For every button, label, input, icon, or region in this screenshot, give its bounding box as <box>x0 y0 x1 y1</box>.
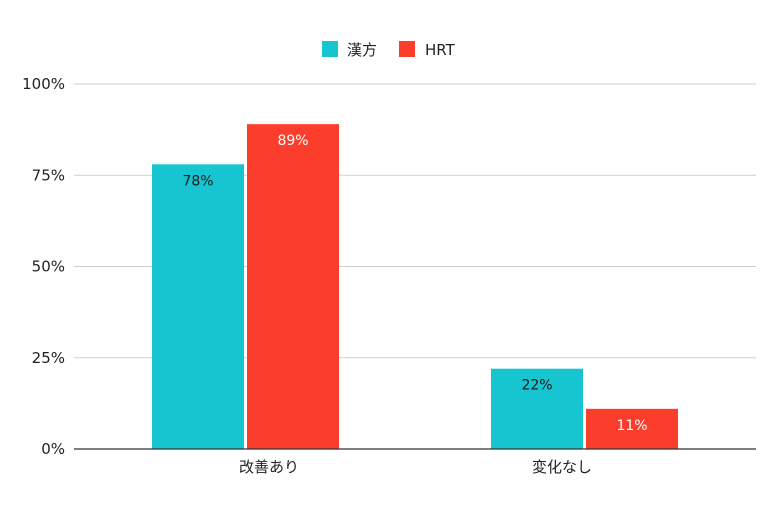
data-label: 11% <box>616 418 647 434</box>
y-tick-label: 100% <box>22 75 65 93</box>
category-label-unchanged: 変化なし <box>532 458 592 476</box>
data-label: 89% <box>277 133 308 149</box>
y-tick-label: 0% <box>41 440 65 458</box>
bar <box>152 164 244 450</box>
data-labels: 78% 89% 22% 11% <box>182 133 647 434</box>
legend-swatch-kampo <box>322 41 338 57</box>
data-label: 78% <box>182 173 213 189</box>
category-label-improved: 改善あり <box>239 458 299 476</box>
legend-label-hrt: HRT <box>425 41 456 59</box>
bar <box>491 368 583 449</box>
data-label: 22% <box>521 378 552 394</box>
y-tick-label: 25% <box>32 349 65 367</box>
bar <box>586 408 678 449</box>
x-axis-categories: 改善あり 変化なし <box>239 458 592 476</box>
legend-swatch-hrt <box>399 41 415 57</box>
y-tick-label: 75% <box>32 166 65 184</box>
bar <box>247 124 339 450</box>
bars <box>152 124 678 450</box>
y-axis-ticks: 0% 25% 50% 75% 100% <box>22 75 65 458</box>
legend-label-kampo: 漢方 <box>347 41 377 59</box>
legend: 漢方 HRT <box>322 41 456 59</box>
y-tick-label: 50% <box>32 258 65 276</box>
